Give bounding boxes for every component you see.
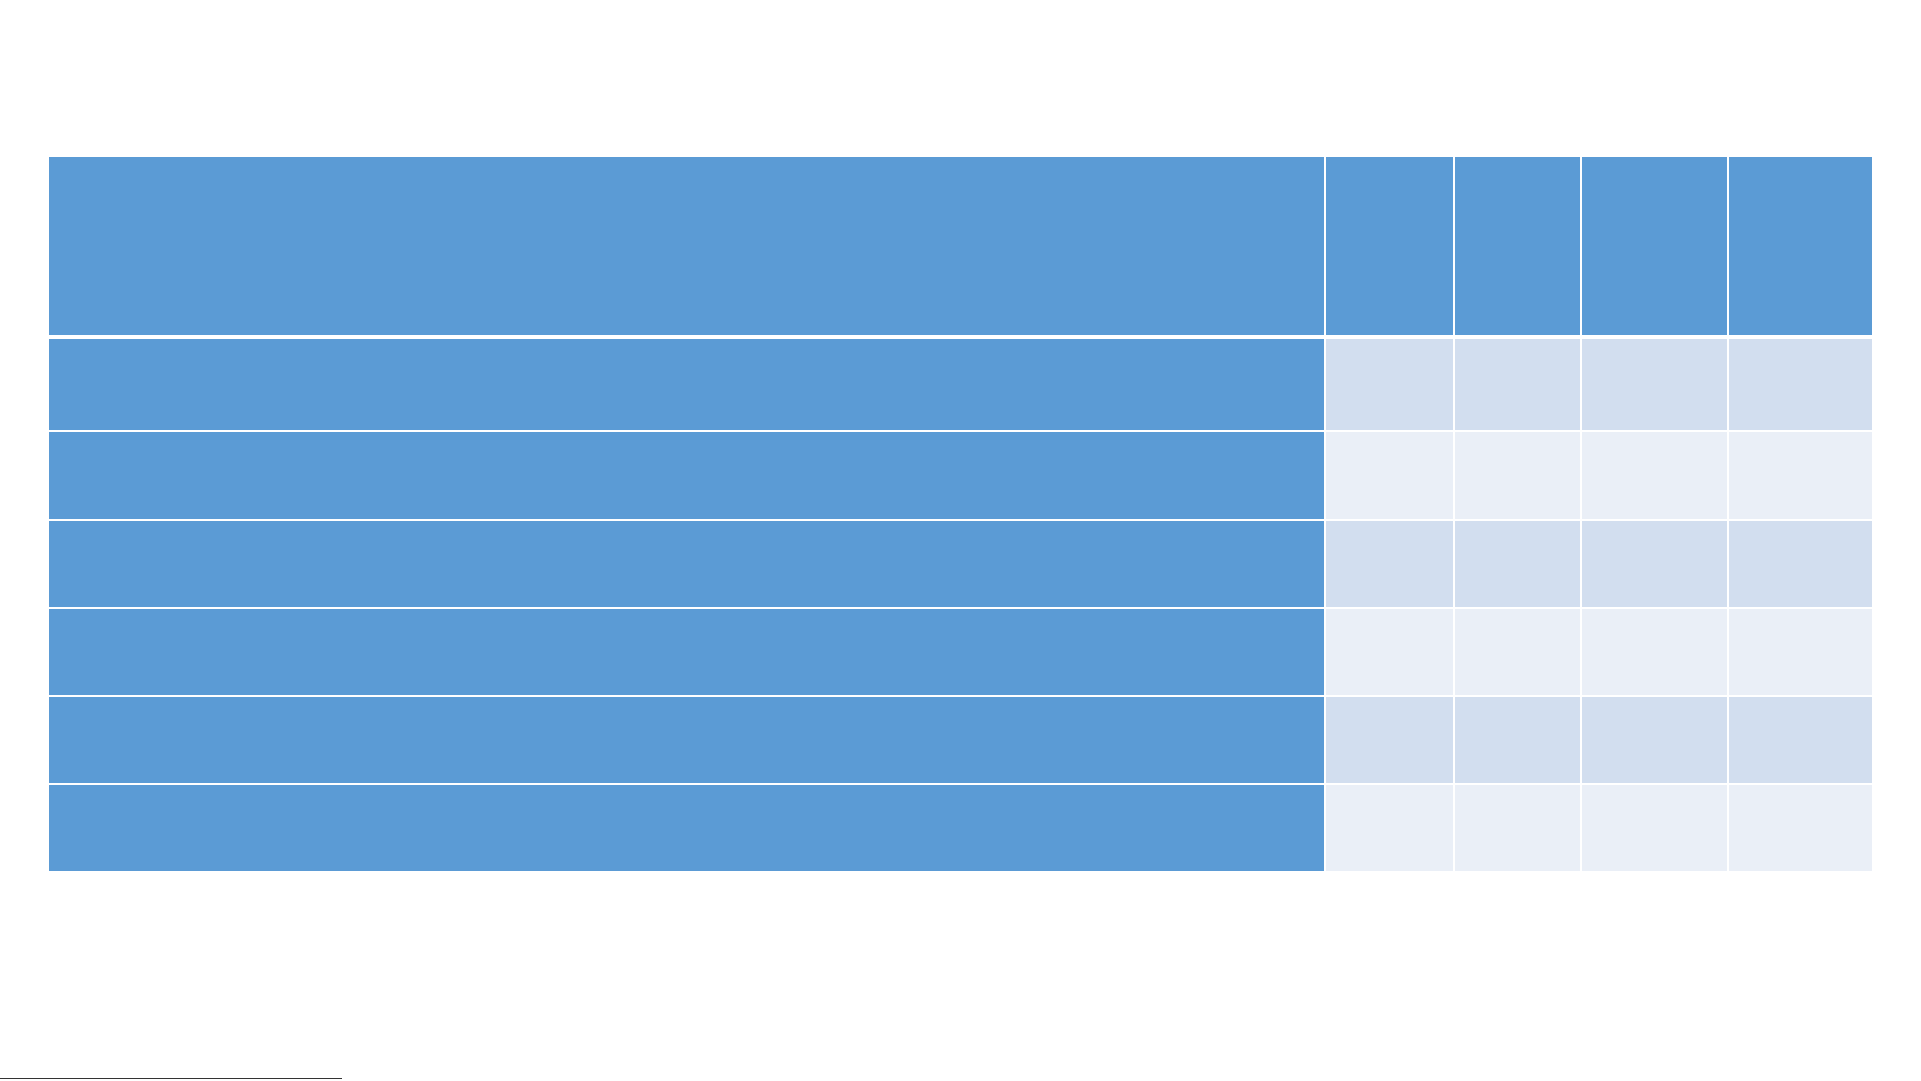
table-cell: [1326, 785, 1453, 871]
header-cell: [1326, 157, 1453, 335]
table-cell: [1455, 432, 1580, 519]
table-cell: [1582, 785, 1727, 871]
table-cell: [1326, 609, 1453, 695]
table-cell: [1729, 609, 1872, 695]
row-header-cell: [49, 432, 1324, 519]
table-cell: [1455, 697, 1580, 783]
table-cell: [1729, 521, 1872, 607]
header-cell: [1455, 157, 1580, 335]
table-cell: [1729, 785, 1872, 871]
table-cell: [1582, 339, 1727, 430]
table-cell: [1455, 785, 1580, 871]
table-cell: [1326, 697, 1453, 783]
table-cell: [1455, 521, 1580, 607]
header-cell: [1582, 157, 1727, 335]
table-cell: [1326, 521, 1453, 607]
table-cell: [1582, 697, 1727, 783]
table-cell: [1455, 339, 1580, 430]
footer-rule: [0, 1078, 342, 1079]
row-header-cell: [49, 697, 1324, 783]
table-cell: [1455, 609, 1580, 695]
table-cell: [1326, 432, 1453, 519]
header-cell: [1729, 157, 1872, 335]
table-cell: [1582, 521, 1727, 607]
header-cell: [49, 157, 1324, 335]
row-header-cell: [49, 521, 1324, 607]
row-header-cell: [49, 609, 1324, 695]
table-cell: [1326, 339, 1453, 430]
table-cell: [1582, 432, 1727, 519]
row-header-cell: [49, 339, 1324, 430]
table-cell: [1729, 339, 1872, 430]
row-header-cell: [49, 785, 1324, 871]
table-cell: [1729, 432, 1872, 519]
table-cell: [1582, 609, 1727, 695]
table-cell: [1729, 697, 1872, 783]
